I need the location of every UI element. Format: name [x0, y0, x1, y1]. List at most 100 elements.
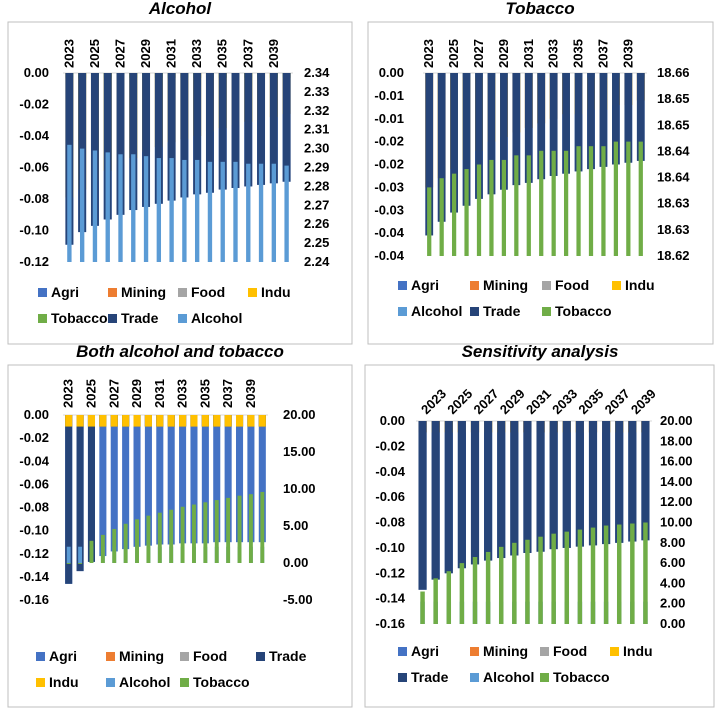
legend-swatch-tobacco: [38, 314, 47, 323]
bar-alcohol-2025: [92, 150, 98, 262]
legend-label-indu: Indu: [625, 277, 655, 293]
bar-trade-2036: [231, 73, 240, 188]
x-tick-label: 2027: [106, 379, 121, 408]
x-tick-label: 2027: [113, 39, 128, 68]
bar-agri-2031: [156, 415, 164, 545]
bar-agri-2038: [235, 415, 244, 543]
right-tick-label: 2.31: [304, 122, 329, 137]
bar-tobacco-2024: [78, 563, 83, 564]
bar-agri-2033: [179, 415, 187, 544]
bar-tobacco-2025: [89, 540, 94, 563]
bar-trade-2035: [218, 73, 227, 190]
bar-trade-2034: [205, 73, 214, 193]
bar-tobacco-2030: [514, 155, 519, 256]
bar-trade-2029: [142, 73, 151, 207]
x-tick-label: 2025: [87, 39, 102, 68]
bar-trade-2037: [244, 73, 253, 187]
left-tick-label: 0.00: [24, 65, 49, 80]
left-tick-label: 0.00: [380, 413, 405, 428]
bar-trade-2029: [500, 73, 508, 190]
left-tick-label: -0.16: [375, 616, 405, 631]
bar-alcohol-2030: [156, 158, 162, 262]
bar-tobacco-2033: [551, 150, 556, 256]
legend-label-food: Food: [555, 277, 589, 293]
right-tick-label: 18.64: [657, 170, 690, 185]
bar-alcohol-2024: [79, 148, 85, 262]
bar-indu-2025: [87, 415, 96, 427]
bar-agri-2028: [122, 415, 130, 550]
bar-tobacco-2023: [427, 187, 432, 256]
left-tick-label: -0.14: [19, 569, 49, 584]
bar-tobacco-2029: [498, 546, 504, 624]
right-tick-label: 2.29: [304, 160, 329, 175]
bar-trade-2030: [154, 73, 163, 204]
bar-indu-2032: [167, 415, 175, 427]
x-tick-label: 2037: [220, 379, 235, 408]
right-tick-label: 18.65: [657, 117, 690, 132]
right-tick-label: 12.00: [660, 494, 693, 509]
right-tick-label: 20.00: [660, 413, 693, 428]
bar-agri-2036: [213, 415, 221, 543]
right-tick-label: 18.66: [657, 65, 690, 80]
bar-trade-2027: [470, 421, 480, 565]
bar-tobacco-2026: [100, 534, 105, 563]
bar-alcohol-2037: [246, 163, 251, 262]
bar-tobacco-2027: [476, 164, 482, 256]
bar-tobacco-2039: [626, 141, 631, 256]
bar-tobacco-2040: [260, 491, 265, 563]
bar-alcohol-2026: [105, 152, 110, 262]
bar-tobacco-2039: [630, 523, 635, 624]
bar-agri-2030: [144, 415, 152, 546]
legend-label-food: Food: [193, 648, 227, 664]
bar-trade-2026: [462, 73, 471, 206]
legend-swatch-agri: [398, 647, 407, 656]
right-tick-label: 6.00: [660, 555, 685, 570]
right-tick-label: 18.64: [657, 143, 690, 158]
bar-tobacco-2038: [613, 141, 619, 256]
bar-alcohol-2032: [182, 159, 187, 262]
x-tick-label: 2023: [421, 39, 436, 68]
right-tick-label: 18.63: [657, 196, 690, 211]
x-tick-label: 2031: [521, 39, 536, 68]
left-tick-label: -0.06: [19, 160, 49, 175]
left-tick-label: -0.02: [375, 438, 405, 453]
bar-tobacco-2025: [446, 571, 452, 624]
legend-swatch-alcohol: [106, 678, 115, 687]
bar-agri-2040: [258, 415, 266, 543]
left-tick-label: -0.04: [19, 453, 49, 468]
bar-tobacco-2025: [451, 173, 457, 256]
bar-tobacco-2029: [135, 519, 139, 563]
legend-swatch-trade: [398, 673, 407, 682]
right-tick-label: 16.00: [660, 454, 693, 469]
legend-label-mining: Mining: [119, 648, 164, 664]
bar-tobacco-2036: [590, 527, 596, 624]
bar-trade-2024: [76, 415, 84, 572]
legend-swatch-mining: [108, 288, 117, 297]
bar-trade-2033: [193, 73, 202, 195]
chart-panel-alcohol: Alcohol 0.00 -0.02 -0.04 -0.06 -0.08 -0.10 -0.1…: [0, 0, 360, 345]
bar-tobacco-2036: [588, 146, 594, 256]
bar-trade-2028: [129, 73, 138, 211]
right-tick-label: 2.26: [304, 216, 329, 231]
legend-swatch-tobacco: [180, 678, 189, 687]
bar-trade-2039: [628, 421, 637, 542]
bar-tobacco-2032: [538, 536, 543, 624]
bar-indu-2036: [213, 415, 221, 427]
left-tick-label: -0.04: [374, 225, 404, 240]
legend-label-food: Food: [553, 643, 587, 659]
legend-label-tobacco: Tobacco: [555, 303, 612, 319]
bar-tobacco-2037: [601, 146, 606, 256]
legend-label-agri: Agri: [51, 284, 79, 300]
bar-indu-2033: [179, 415, 187, 427]
chart-panel-sensitivity: Sensitivity analysis 0.00 -0.02 -0.04 -0.06 -…: [360, 342, 721, 710]
bar-alcohol-2036: [233, 161, 238, 262]
right-tick-label: 2.30: [304, 141, 329, 156]
bar-tobacco-2029: [501, 159, 507, 256]
right-tick-label: 0.00: [660, 616, 685, 631]
x-tick-label: 2029: [496, 39, 511, 68]
right-tick-label: 5.00: [283, 518, 308, 533]
bar-trade-2028: [487, 73, 496, 195]
x-tick-label: 2039: [243, 379, 258, 408]
legend-label-alcohol: Alcohol: [191, 310, 242, 326]
bar-indu-2037: [224, 415, 232, 427]
